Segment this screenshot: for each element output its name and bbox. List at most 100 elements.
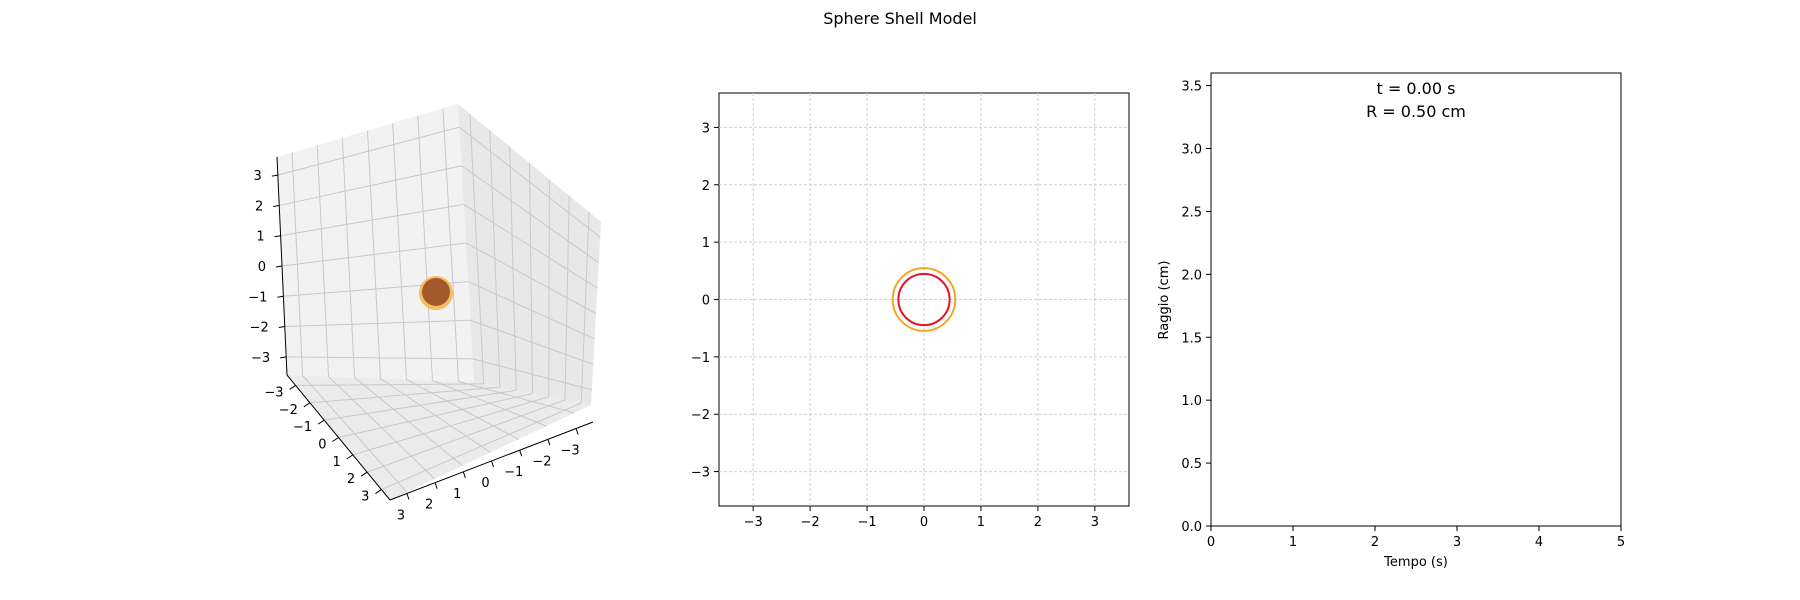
x-tick-label: 2 <box>425 498 433 513</box>
z-tick-label: 1 <box>256 230 264 245</box>
grid-line-3d <box>286 356 473 360</box>
x-tick-mark <box>519 450 523 457</box>
x-tick-label: 0 <box>1207 535 1215 550</box>
y-tick-label: −3 <box>691 466 710 481</box>
outer-shell-circle <box>891 267 957 332</box>
y-tick-label: −1 <box>293 420 312 435</box>
grid-line-3d <box>580 212 590 404</box>
y-tick-label: −1 <box>691 351 710 366</box>
y-tick-label: 3 <box>702 121 710 136</box>
z-tick-label: −2 <box>250 321 269 336</box>
x-tick-mark <box>491 460 494 468</box>
y-tick-mark <box>289 385 296 390</box>
grid-line-3d <box>352 396 549 456</box>
z-tick-mark <box>274 235 281 238</box>
y-tick-mark <box>346 454 354 460</box>
y-tick-mark <box>360 471 368 477</box>
z-tick-mark <box>275 265 283 268</box>
y-tick-label: 3.0 <box>1181 143 1202 158</box>
grid-3d <box>277 108 601 493</box>
x-tick-label: 5 <box>1617 535 1625 550</box>
grid-2d <box>719 93 1129 506</box>
x-tick-label: −2 <box>532 454 551 469</box>
x-tick-label: 1 <box>977 515 985 530</box>
y-tick-label: 3.5 <box>1181 80 1202 95</box>
grid-line-3d <box>338 393 533 438</box>
grid-line-3d <box>277 126 460 176</box>
x-tick-label: 2 <box>1034 515 1042 530</box>
x-axis-label: Tempo (s) <box>1383 555 1448 570</box>
y-tick-mark <box>303 402 311 408</box>
y-tick-label: 0 <box>702 294 710 309</box>
x-tick-label: −1 <box>857 515 876 530</box>
panel-cross-section: −3 −3 −2 −2 −1 −1 0 0 1 1 2 2 3 3 <box>691 92 1130 530</box>
y-tick-label: 2 <box>702 179 710 194</box>
grid-line-3d <box>309 386 501 404</box>
y-tick-label: 1 <box>333 455 341 470</box>
z-tick-mark <box>278 326 285 329</box>
y-tick-label: 2.0 <box>1181 268 1202 283</box>
back-wall-left <box>277 104 474 382</box>
y-tick-label: −2 <box>279 403 298 418</box>
y-tick-mark <box>317 419 325 425</box>
y-tick-label: −3 <box>264 385 283 400</box>
radius-annotation: R = 0.50 cm <box>1366 102 1466 121</box>
z-tick-label: −3 <box>251 351 270 366</box>
y-tick-mark <box>375 489 382 494</box>
circles-2d <box>891 267 957 332</box>
inner-core-sphere <box>422 278 450 306</box>
x-tick-label: 3 <box>1091 515 1099 530</box>
y-tick-label: 1 <box>702 236 710 251</box>
x-tick-label: −2 <box>801 515 820 530</box>
z-tick-label: 0 <box>258 260 266 275</box>
z-tick-label: 3 <box>254 169 262 184</box>
grid-line-3d <box>529 162 533 394</box>
x-tick-label: −3 <box>744 515 763 530</box>
y-tick-label: 2 <box>347 472 355 487</box>
x-tick-label: 1 <box>453 487 461 502</box>
back-wall-right <box>458 104 601 405</box>
grid-line-3d <box>489 130 501 388</box>
x-tick-label: 0 <box>481 476 489 491</box>
x-tick-label: −1 <box>504 465 523 480</box>
ticks-2d: −3 −3 −2 −2 −1 −1 0 0 1 1 2 2 3 3 <box>691 121 1099 530</box>
figure-title: Sphere Shell Model <box>823 9 977 28</box>
grid-line-3d <box>279 165 462 206</box>
grid-line-3d <box>295 383 484 386</box>
x-tick-label: 2 <box>1371 535 1379 550</box>
x-tick-label: 1 <box>1289 535 1297 550</box>
z-tick-mark <box>277 295 284 298</box>
y-tick-label: 0 <box>318 438 326 453</box>
grid-line-3d <box>469 113 485 384</box>
y-tick-label: 2.5 <box>1181 205 1202 220</box>
panel-radius-vs-time: 0 1 2 3 4 5 0.0 0.5 1.0 1.5 2.0 2.5 3.0 3.5 Tempo (s)… <box>1157 72 1625 570</box>
z-tick-mark <box>280 356 287 359</box>
time-annotation: t = 0.00 s <box>1377 79 1456 98</box>
y-tick-mark <box>332 437 339 442</box>
grid-line-3d <box>381 402 582 491</box>
y-tick-label: 1.0 <box>1181 394 1202 409</box>
grid-line-3d <box>280 203 464 237</box>
x-tick-label: 3 <box>397 509 405 524</box>
grid-line-3d <box>281 242 467 267</box>
x-tick-mark <box>406 493 410 500</box>
grid-line-3d <box>366 399 566 473</box>
z-tick-mark <box>273 204 280 207</box>
z-tick-label: −1 <box>248 290 267 305</box>
grid-line-3d <box>509 146 517 391</box>
inner-core-circle <box>897 272 951 327</box>
y-tick-label: 0.5 <box>1181 457 1202 472</box>
z-tick-label: 2 <box>255 199 263 214</box>
ticks-radius: 0 1 2 3 4 5 0.0 0.5 1.0 1.5 2.0 2.5 3.0 3.5 <box>1181 80 1625 550</box>
grid-line-3d <box>284 319 471 328</box>
grid-line-3d <box>564 195 570 400</box>
x-tick-label: 4 <box>1535 535 1543 550</box>
x-tick-mark <box>462 471 466 478</box>
y-tick-label: −2 <box>691 408 710 423</box>
y-tick-label: 0.0 <box>1181 520 1202 535</box>
z-tick-mark <box>271 174 278 177</box>
x-tick-label: −3 <box>560 444 579 459</box>
